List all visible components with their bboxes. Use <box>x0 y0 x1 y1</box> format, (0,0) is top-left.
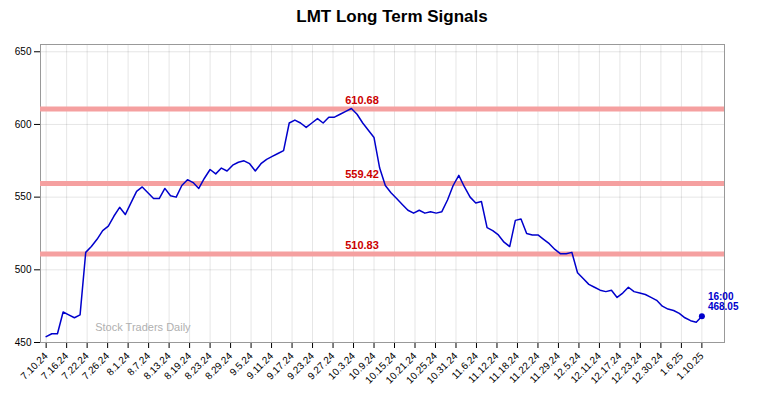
html-text:LMT Long Term Signals: LMT Long Term Signals <box>296 7 488 26</box>
svg-text:7.22.24: 7.22.24 <box>59 350 91 382</box>
svg-text:559.42: 559.42 <box>345 168 379 180</box>
svg-text:510.83: 510.83 <box>345 239 379 251</box>
svg-text:550: 550 <box>15 191 32 202</box>
svg-text:9.11.24: 9.11.24 <box>244 350 276 382</box>
svg-text:10.21.24: 10.21.24 <box>383 350 419 386</box>
svg-text:9.17.24: 9.17.24 <box>264 350 296 382</box>
svg-text:8.29.24: 8.29.24 <box>203 350 235 382</box>
svg-text:8.23.24: 8.23.24 <box>182 350 214 382</box>
svg-text:12.5.24: 12.5.24 <box>551 350 583 382</box>
svg-text:Stock Traders Daily: Stock Traders Daily <box>95 321 191 333</box>
svg-text:450: 450 <box>15 337 32 348</box>
svg-text:10.31.24: 10.31.24 <box>424 350 460 386</box>
svg-text:10.15.24: 10.15.24 <box>362 350 399 386</box>
svg-text:12.23.24: 12.23.24 <box>608 350 645 386</box>
svg-text:610.68: 610.68 <box>345 94 379 106</box>
svg-text:12.11.24: 12.11.24 <box>568 350 604 385</box>
svg-text:650: 650 <box>15 46 32 57</box>
svg-text:8.19.24: 8.19.24 <box>161 350 194 382</box>
svg-text:9.27.24: 9.27.24 <box>305 350 337 382</box>
svg-text:12.30.24: 12.30.24 <box>629 350 665 386</box>
svg-text:10.9.24: 10.9.24 <box>346 350 378 382</box>
svg-text:7.26.24: 7.26.24 <box>80 350 112 382</box>
svg-text:11.22.24: 11.22.24 <box>506 350 542 385</box>
svg-text:10.3.24: 10.3.24 <box>325 350 358 382</box>
svg-text:16:00468.05: 16:00468.05 <box>708 291 739 312</box>
svg-text:8.1.24: 8.1.24 <box>104 350 132 378</box>
svg-text:11.12.24: 11.12.24 <box>465 350 501 385</box>
svg-text:500: 500 <box>15 264 32 275</box>
svg-text:8.7.24: 8.7.24 <box>124 350 153 378</box>
svg-text:1.6.25: 1.6.25 <box>657 350 686 378</box>
svg-text:10.25.24: 10.25.24 <box>403 350 440 386</box>
svg-text:9.5.24: 9.5.24 <box>227 350 255 378</box>
svg-text:600: 600 <box>15 119 32 130</box>
svg-text:7.10.24: 7.10.24 <box>18 350 50 382</box>
svg-text:11.18.24: 11.18.24 <box>486 350 522 385</box>
svg-text:1.10.25: 1.10.25 <box>674 350 706 382</box>
svg-text:9.23.24: 9.23.24 <box>284 350 317 382</box>
svg-text:12.17.24: 12.17.24 <box>588 350 624 386</box>
svg-text:11.6.24: 11.6.24 <box>449 350 481 382</box>
svg-text:8.13.24: 8.13.24 <box>141 350 173 382</box>
svg-text:7.16.24: 7.16.24 <box>38 350 71 382</box>
svg-text:11.29.24: 11.29.24 <box>527 350 563 385</box>
